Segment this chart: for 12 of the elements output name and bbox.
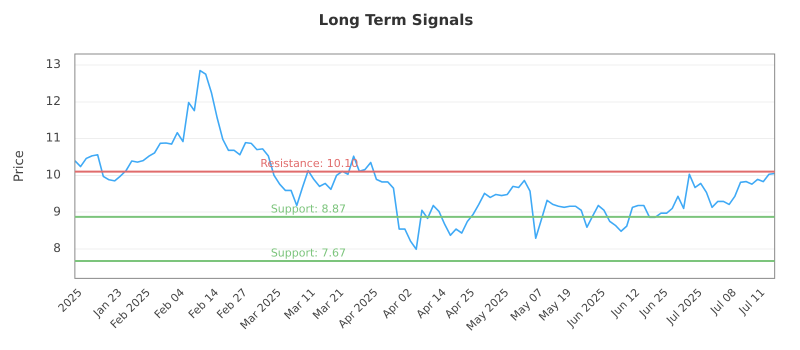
y-tick-label: 12 bbox=[46, 94, 61, 108]
ref-line-label: Support: 7.67 bbox=[270, 246, 346, 260]
y-tick-label: 13 bbox=[46, 57, 61, 72]
chart-title: Long Term Signals bbox=[318, 10, 474, 29]
y-axis-title: Price bbox=[12, 150, 28, 182]
y-tick-label: 8 bbox=[53, 241, 61, 256]
y-tick-label: 10 bbox=[46, 167, 61, 182]
y-tick-label: 11 bbox=[46, 130, 61, 145]
x-tick-label: Feb 04 bbox=[152, 286, 188, 322]
ref-line-label: Support: 8.87 bbox=[270, 202, 346, 216]
y-tick-label: 9 bbox=[53, 204, 61, 218]
x-tick-label: Apr 02 bbox=[380, 286, 415, 321]
